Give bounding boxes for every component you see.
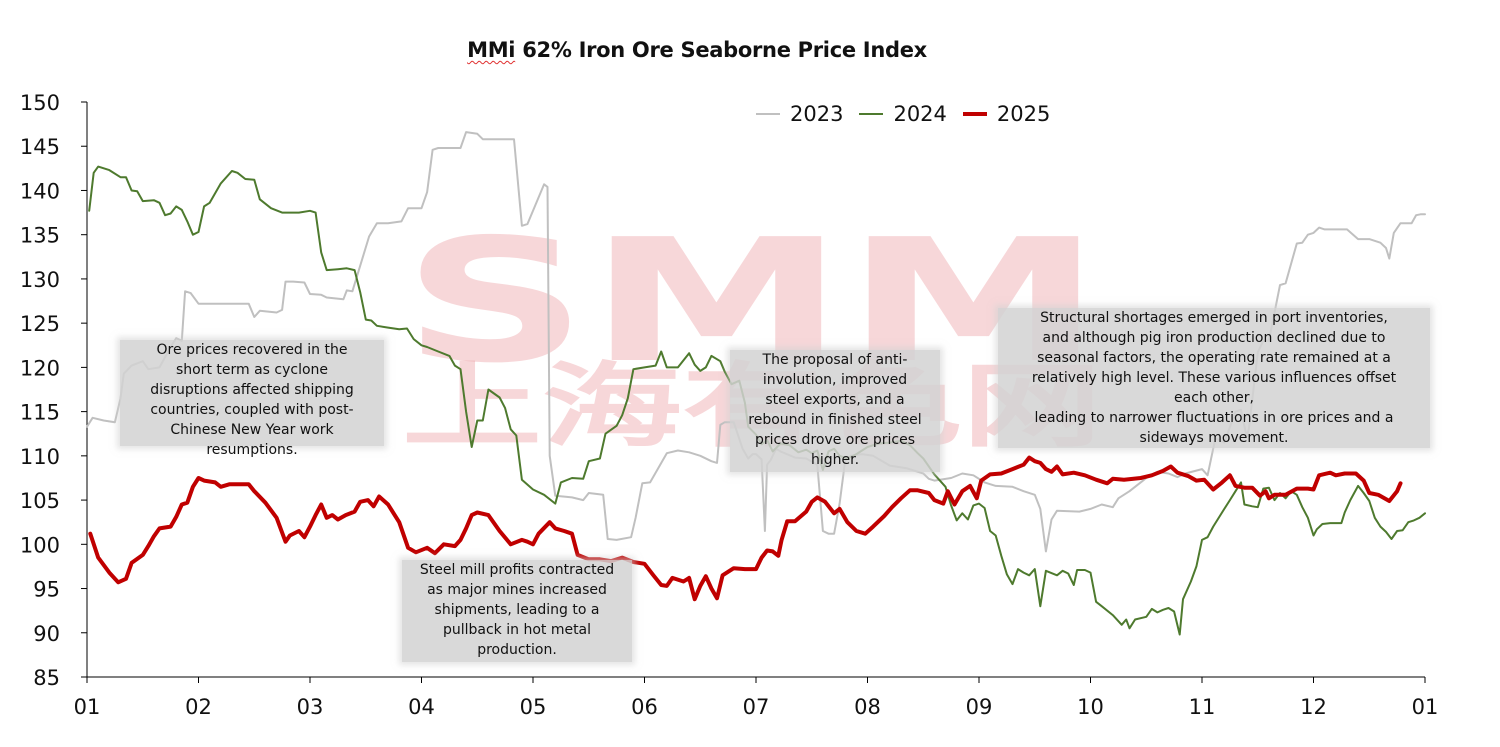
y-tick-label: 105 <box>20 489 60 513</box>
legend-swatch-2025 <box>962 112 987 116</box>
y-tick-label: 140 <box>20 179 60 203</box>
x-tick-label: 05 <box>520 695 547 719</box>
x-tick-label: 07 <box>743 695 770 719</box>
annotation-steel-mill-profits: Steel mill profits contracted as major m… <box>402 560 632 662</box>
y-tick-label: 115 <box>20 401 60 425</box>
legend-label-2023: 2023 <box>790 102 844 126</box>
legend-label-2025: 2025 <box>996 102 1051 126</box>
x-tick-label: 10 <box>1077 695 1104 719</box>
x-tick-label: 12 <box>1300 695 1327 719</box>
legend: 2023 2024 2025 <box>756 102 1066 126</box>
title-prefix: MMi <box>467 38 516 62</box>
y-tick-label: 125 <box>20 312 60 336</box>
x-tick-label: 06 <box>631 695 658 719</box>
x-tick-label: 01 <box>74 695 101 719</box>
annotation-anti-involution: The proposal of anti- involution, improv… <box>730 350 940 472</box>
x-tick-label: 09 <box>966 695 993 719</box>
title-rest: 62% Iron Ore Seaborne Price Index <box>515 38 927 62</box>
series-line-2025 <box>88 455 1403 602</box>
y-tick-label: 85 <box>33 666 60 690</box>
x-tick-label: 08 <box>854 695 881 719</box>
x-axis: 01 02 03 04 05 06 07 08 09 10 11 12 01 <box>74 676 1439 719</box>
axes: 859095100105110115120125130135140145150 … <box>20 91 1438 719</box>
legend-item-2024: 2024 <box>859 102 947 126</box>
y-tick-label: 135 <box>20 224 60 248</box>
y-tick-label: 110 <box>20 445 60 469</box>
y-tick-label: 100 <box>20 533 60 557</box>
y-tick-label: 90 <box>33 622 60 646</box>
legend-item-2023: 2023 <box>756 102 843 126</box>
chart-title: MMi 62% Iron Ore Seaborne Price Index <box>0 38 1394 62</box>
x-tick-label: 04 <box>408 695 435 719</box>
annotation-structural-shortages: Structural shortages emerged in port inv… <box>998 308 1430 448</box>
legend-label-2024: 2024 <box>893 102 947 126</box>
legend-swatch-2023 <box>756 113 780 115</box>
x-tick-label: 03 <box>297 695 324 719</box>
y-tick-label: 130 <box>20 268 60 292</box>
y-tick-label: 145 <box>20 135 60 159</box>
y-tick-label: 120 <box>20 356 60 380</box>
y-axis: 85 90 95 100 105 110 115 120 125 130 135 140 145 150 <box>20 91 88 690</box>
x-tick-label: 11 <box>1189 695 1216 719</box>
legend-item-2025: 2025 <box>962 102 1051 126</box>
annotation-cyclone: Ore prices recovered in the short term a… <box>120 340 384 458</box>
y-tick-label: 95 <box>33 578 60 602</box>
x-tick-label: 01 <box>1412 695 1439 719</box>
x-tick-label: 02 <box>185 695 212 719</box>
legend-swatch-2024 <box>859 113 884 115</box>
y-tick-label: 150 <box>20 91 60 115</box>
